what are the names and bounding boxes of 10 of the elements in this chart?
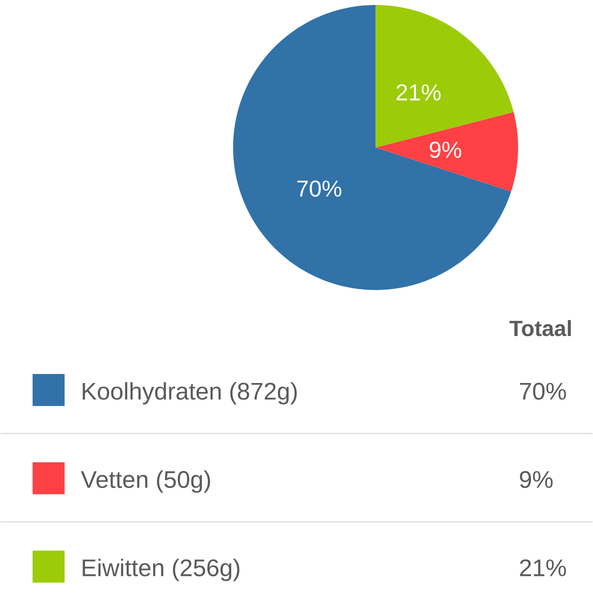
legend-label: Koolhydraten (872g)	[82, 382, 297, 404]
legend-label: Vetten (50g)	[80, 470, 210, 493]
legend-label: Eiwitten (256g)	[82, 558, 240, 582]
data-label: 9%	[430, 142, 462, 158]
legend-title: Totaal	[509, 320, 571, 336]
data-label: 70%	[297, 180, 342, 197]
text: 21%	[520, 559, 566, 576]
data-label: 21%	[396, 84, 440, 100]
text: 9%	[520, 471, 553, 488]
text: 70%	[520, 382, 566, 400]
